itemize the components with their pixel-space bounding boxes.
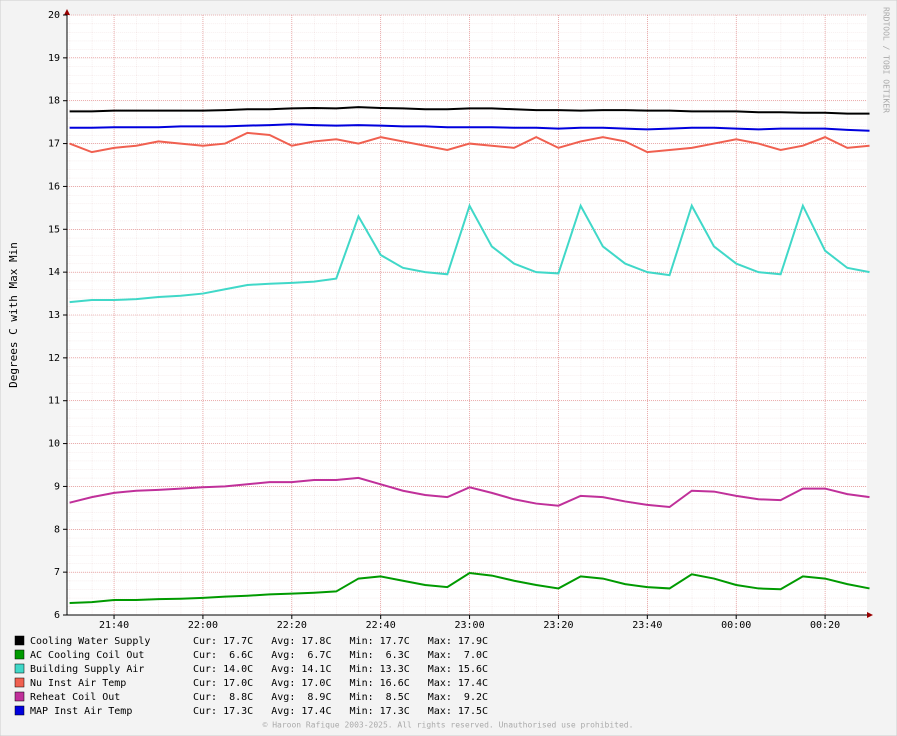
legend-label: AC Cooling Coil Out bbox=[30, 650, 144, 661]
legend-stats: Cur: 6.6C Avg: 6.7C Min: 6.3C Max: 7.0C bbox=[193, 650, 488, 661]
legend-stats: Cur: 17.3C Avg: 17.4C Min: 17.3C Max: 17… bbox=[193, 706, 488, 717]
x-tick-label: 23:40 bbox=[632, 620, 662, 631]
legend-stats: Cur: 17.7C Avg: 17.8C Min: 17.7C Max: 17… bbox=[193, 636, 488, 647]
plot bbox=[67, 14, 870, 616]
x-tick-label: 22:00 bbox=[188, 620, 218, 631]
legend-label: Building Supply Air bbox=[30, 664, 144, 675]
y-tick-label: 11 bbox=[48, 396, 60, 407]
legend-label: Nu Inst Air Temp bbox=[30, 678, 126, 689]
legend-stats: Cur: 17.0C Avg: 17.0C Min: 16.6C Max: 17… bbox=[193, 678, 488, 689]
footer: © Haroon Rafique 2003-2025. All rights r… bbox=[263, 721, 634, 730]
legend-label: Cooling Water Supply bbox=[30, 636, 150, 647]
side-label: RRDTOOL / TOBI OETIKER bbox=[882, 7, 891, 113]
x-tick-label: 00:00 bbox=[721, 620, 751, 631]
legend-label: MAP Inst Air Temp bbox=[30, 706, 132, 717]
legend-swatch bbox=[14, 705, 25, 716]
x-tick-label: 21:40 bbox=[99, 620, 129, 631]
x-tick-label: 23:20 bbox=[543, 620, 573, 631]
legend-stats: Cur: 8.8C Avg: 8.9C Min: 8.5C Max: 9.2C bbox=[193, 692, 488, 703]
y-tick-label: 10 bbox=[48, 439, 60, 450]
series-line bbox=[69, 123, 870, 132]
legend-swatch bbox=[14, 677, 25, 688]
y-arrow bbox=[64, 9, 70, 15]
series-line bbox=[69, 203, 870, 304]
y-tick-label: 18 bbox=[48, 96, 60, 107]
y-axis-label: Degrees C with Max Min bbox=[7, 242, 20, 388]
x-tick-label: 23:00 bbox=[455, 620, 485, 631]
y-tick-label: 9 bbox=[54, 481, 60, 492]
legend-label: Reheat Coil Out bbox=[30, 692, 120, 703]
legend-swatch bbox=[14, 635, 25, 646]
y-tick-label: 20 bbox=[48, 10, 60, 21]
y-tick-label: 7 bbox=[54, 567, 60, 578]
x-tick-label: 00:20 bbox=[810, 620, 840, 631]
y-tick-label: 14 bbox=[48, 267, 60, 278]
x-arrow bbox=[867, 612, 873, 618]
legend-swatch bbox=[14, 649, 25, 660]
series-line bbox=[69, 106, 870, 115]
legend-stats: Cur: 14.0C Avg: 14.1C Min: 13.3C Max: 15… bbox=[193, 664, 488, 675]
y-tick-label: 16 bbox=[48, 181, 60, 192]
y-tick-label: 12 bbox=[48, 353, 60, 364]
y-tick-label: 6 bbox=[54, 610, 60, 621]
y-tick-label: 15 bbox=[48, 224, 60, 235]
legend-swatch bbox=[14, 691, 25, 702]
y-tick-label: 17 bbox=[48, 139, 60, 150]
series-line bbox=[69, 571, 870, 604]
legend-swatch bbox=[14, 663, 25, 674]
y-tick-label: 13 bbox=[48, 310, 60, 321]
series-line bbox=[69, 476, 870, 509]
x-tick-label: 22:20 bbox=[277, 620, 307, 631]
x-tick-label: 22:40 bbox=[366, 620, 396, 631]
y-tick-label: 8 bbox=[54, 524, 60, 535]
y-tick-label: 19 bbox=[48, 53, 60, 64]
series-line bbox=[69, 131, 870, 154]
